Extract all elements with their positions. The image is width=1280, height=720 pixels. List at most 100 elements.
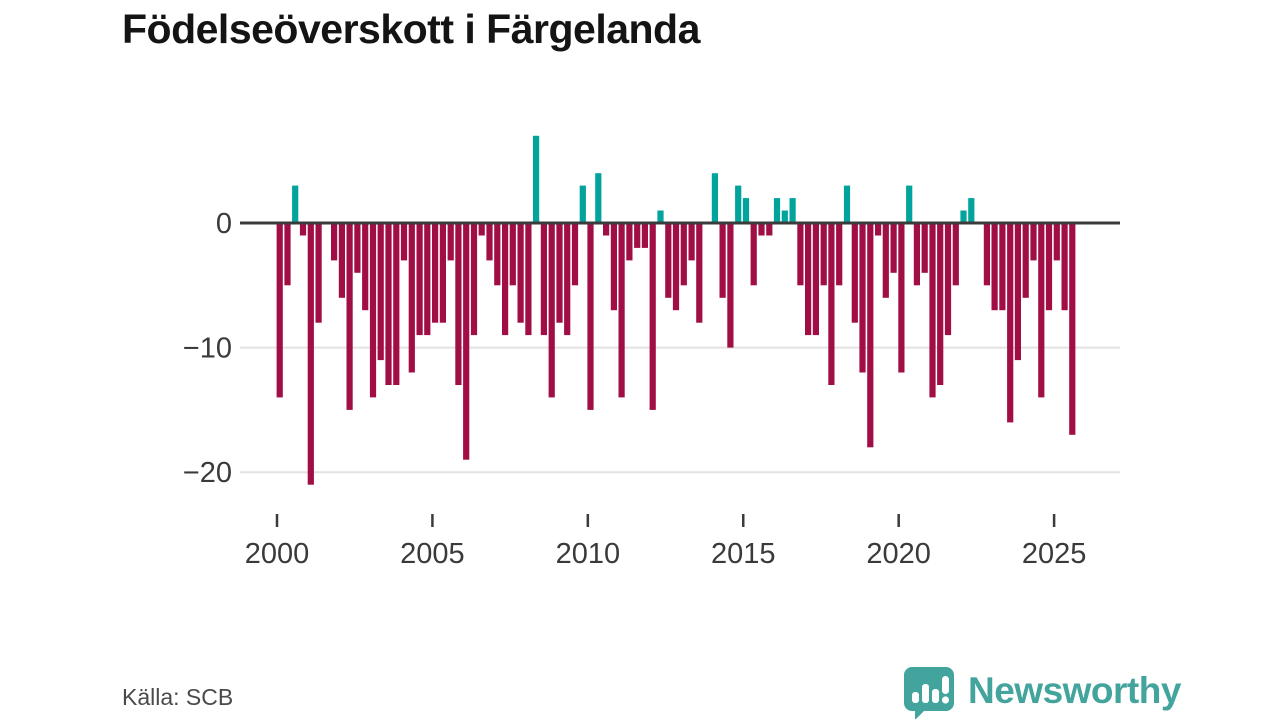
quarter-bar	[828, 223, 835, 385]
x-axis-tick-label: 2025	[1022, 538, 1087, 570]
quarter-bar	[727, 223, 734, 348]
quarter-bar	[393, 223, 400, 385]
birth-surplus-bar-chart: 0 −10 −20 2000 2005 2010 2015 2020 2025	[183, 135, 1120, 570]
quarter-bar	[540, 223, 547, 336]
quarter-bar	[735, 185, 742, 223]
quarter-bar	[564, 223, 571, 336]
quarter-bar	[579, 185, 586, 223]
quarter-bar	[626, 223, 633, 261]
quarter-bar	[432, 223, 439, 323]
quarter-bar	[603, 223, 610, 236]
quarter-bar	[486, 223, 493, 261]
quarter-bar	[478, 223, 485, 236]
quarter-bar	[913, 223, 920, 286]
quarter-bar	[509, 223, 516, 286]
quarter-bar	[385, 223, 392, 385]
quarter-bar	[851, 223, 858, 323]
quarter-bar	[548, 223, 555, 398]
quarter-bar	[680, 223, 687, 286]
x-axis-tick-label: 2005	[400, 538, 465, 570]
x-axis-tick-label: 2000	[245, 538, 310, 570]
quarter-bar	[439, 223, 446, 323]
quarter-bar	[820, 223, 827, 286]
quarter-bar	[587, 223, 594, 410]
quarter-bar	[1007, 223, 1014, 423]
quarter-bar	[299, 223, 307, 236]
newsworthy-logo: Newsworthy	[900, 663, 1181, 719]
quarter-bar	[859, 223, 866, 373]
quarter-bar	[610, 223, 617, 311]
quarter-bar	[556, 223, 563, 323]
quarter-bar	[455, 223, 462, 385]
newsworthy-logo-text: Newsworthy	[968, 670, 1181, 711]
quarter-bar	[447, 223, 454, 261]
quarter-bar	[517, 223, 524, 323]
quarter-bar	[742, 198, 750, 223]
quarter-bar	[284, 223, 291, 286]
quarter-bar	[882, 223, 889, 298]
quarter-bar	[1053, 223, 1060, 261]
quarter-bar	[416, 223, 423, 336]
quarter-bar	[665, 223, 672, 298]
quarter-bar	[470, 223, 478, 336]
quarter-bar	[315, 223, 322, 323]
quarter-bar	[843, 185, 851, 223]
quarter-bar	[525, 223, 532, 336]
quarter-bar	[331, 223, 338, 261]
quarter-bar	[346, 223, 353, 410]
quarter-bar	[921, 223, 928, 273]
quarter-bar	[805, 223, 812, 336]
quarter-bar	[307, 223, 314, 485]
quarter-bar	[1022, 223, 1029, 298]
quarter-bar	[657, 210, 664, 223]
quarter-bar	[929, 223, 936, 398]
quarter-bar	[400, 223, 408, 261]
quarter-bar	[890, 223, 897, 273]
quarter-bar	[276, 223, 283, 398]
y-axis-tick-label: 0	[216, 208, 232, 240]
quarter-bar	[362, 223, 369, 311]
quarter-bar	[1069, 223, 1076, 435]
quarter-bar	[338, 223, 345, 298]
quarter-bar	[494, 223, 501, 286]
quarter-bar	[836, 223, 843, 286]
quarter-bar	[377, 223, 384, 361]
chart-title: Födelseöverskott i Färgelanda	[122, 6, 700, 52]
quarter-bar	[649, 223, 656, 410]
quarter-bar	[898, 223, 905, 373]
quarter-bar	[952, 223, 959, 286]
quarter-bar	[369, 223, 377, 398]
quarter-bar	[408, 223, 415, 373]
quarter-bar	[595, 173, 602, 223]
quarter-bar	[463, 223, 470, 460]
quarter-bar	[750, 223, 757, 286]
y-axis-tick-label: −10	[183, 333, 232, 365]
quarter-bar	[711, 173, 718, 223]
quarter-bar	[773, 198, 781, 223]
quarter-bar	[766, 223, 773, 236]
quarter-bar	[983, 223, 990, 286]
quarter-bar	[1038, 223, 1045, 398]
x-axis-tick-label: 2010	[556, 538, 621, 570]
quarter-bar	[1061, 223, 1068, 311]
quarter-bar	[758, 223, 765, 236]
source-caption: Källa: SCB	[122, 684, 234, 710]
quarter-bar	[424, 223, 431, 336]
quarter-bar	[999, 223, 1006, 311]
quarter-bar	[1045, 223, 1053, 311]
quarter-bar	[618, 223, 625, 398]
quarter-bar	[781, 210, 788, 223]
quarter-bar	[944, 223, 952, 336]
quarter-bar	[960, 210, 967, 223]
quarter-bar	[937, 223, 944, 385]
quarter-bar	[641, 223, 648, 248]
quarter-bar	[502, 223, 509, 336]
x-axis-tick-label: 2020	[866, 538, 931, 570]
quarter-bar	[634, 223, 641, 248]
x-axis-tick-label: 2015	[711, 538, 776, 570]
quarter-bar	[797, 223, 804, 286]
quarter-bar	[719, 223, 726, 298]
quarter-bar	[354, 223, 361, 273]
quarter-bar	[812, 223, 819, 336]
quarter-bar	[571, 223, 579, 286]
